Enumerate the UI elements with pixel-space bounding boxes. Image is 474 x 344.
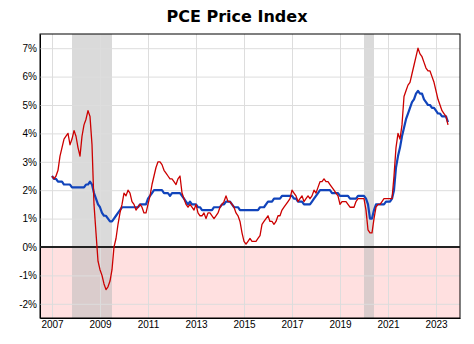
series-line <box>52 91 448 222</box>
x-tick: 2019 <box>329 34 352 330</box>
plot: 200720092011201320152017201920212023-2%-… <box>19 34 460 330</box>
series-line <box>52 48 448 289</box>
y-tick: 6% <box>23 71 460 82</box>
y-grid-line <box>40 105 460 106</box>
x-tick-label: 2017 <box>281 319 304 330</box>
y-tick-label: 4% <box>23 128 38 139</box>
y-tick-label: 5% <box>23 100 38 111</box>
plot-frame <box>40 34 460 318</box>
title: PCE Price Index <box>167 7 309 26</box>
y-grid-line <box>40 190 460 191</box>
y-tick-label: 2% <box>23 185 38 196</box>
x-tick-label: 2015 <box>233 319 256 330</box>
x-tick-label: 2013 <box>185 319 208 330</box>
y-tick: -2% <box>19 299 460 310</box>
x-tick-label: 2021 <box>377 319 400 330</box>
zero-line <box>40 246 460 248</box>
x-tick-label: 2009 <box>89 319 112 330</box>
y-grid-line <box>40 77 460 78</box>
x-tick-label: 2011 <box>138 319 160 330</box>
x-axis: 2007 2009 2011 2013 2015 2017 2019 2021 2023 <box>41 34 461 330</box>
x-tick: 2017 <box>281 34 304 330</box>
y-grid-line <box>40 133 460 134</box>
y-tick-label: 0% <box>23 242 38 253</box>
y-tick-label: 3% <box>23 157 38 168</box>
y-tick-label: 7% <box>23 43 38 54</box>
x-tick: 2023 <box>425 34 448 330</box>
y-tick-label: 1% <box>23 213 38 224</box>
x-tick: 2013 <box>185 34 208 330</box>
x-tick-label: 2019 <box>329 319 352 330</box>
x-tick: 2015 <box>233 34 256 330</box>
x-tick-label: 2007 <box>41 319 64 330</box>
y-tick: 1% <box>23 213 460 224</box>
y-tick-label: -2% <box>19 299 37 310</box>
y-tick: 4% <box>23 128 460 139</box>
y-grid-line <box>40 219 460 220</box>
chart: PCE Price Index2007200920112013201520172… <box>0 0 474 344</box>
y-tick: 7% <box>23 43 460 54</box>
y-tick: -1% <box>19 270 460 281</box>
y-grid-line <box>40 48 460 49</box>
y-grid-line <box>40 247 460 248</box>
y-grid-line <box>40 275 460 276</box>
y-axis: -2% -1% 0% 1% 2% 3% 4% 5% 6% 7% <box>19 35 460 319</box>
y-tick-label: -1% <box>19 270 37 281</box>
lines <box>40 48 460 289</box>
x-tick: 2021 <box>377 34 400 330</box>
y-tick-label: 6% <box>23 71 38 82</box>
y-tick: 0% <box>23 242 460 253</box>
y-tick: 5% <box>23 100 460 111</box>
x-tick-label: 2023 <box>425 319 448 330</box>
x-tick: 2011 <box>138 34 160 330</box>
marks <box>40 34 460 318</box>
y-grid-line <box>40 304 460 305</box>
